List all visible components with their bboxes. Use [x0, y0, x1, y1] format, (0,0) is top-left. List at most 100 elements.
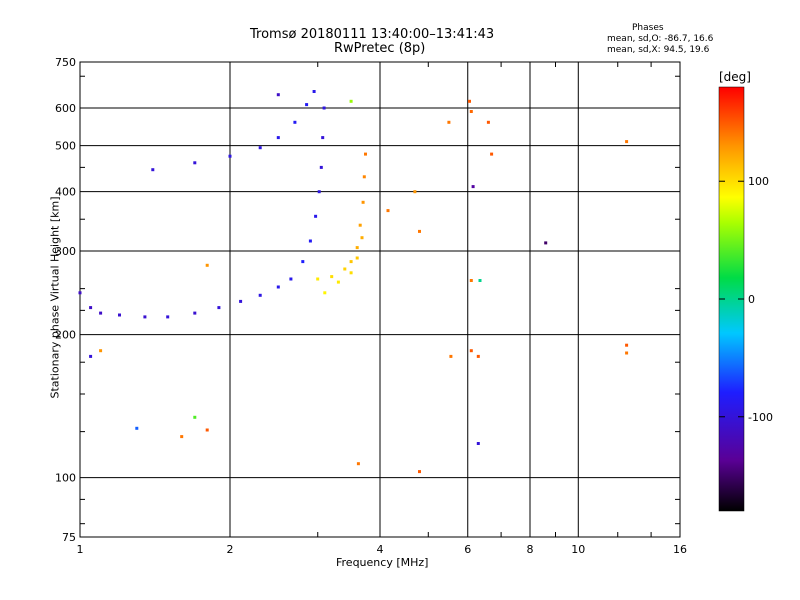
echo-point	[386, 209, 390, 213]
echo-point	[118, 313, 121, 317]
echo-point	[625, 343, 629, 347]
phases-x-stats: mean, sd,X: 94.5, 19.6	[607, 45, 710, 55]
colorbar-tick-label: 0	[748, 293, 755, 306]
echo-point	[478, 279, 482, 282]
y-axis-ticks: 75 100 200 300 400 500 600 750	[55, 56, 680, 544]
echo-point	[89, 306, 93, 310]
x-tick-label: 6	[464, 543, 471, 556]
echo-point	[217, 306, 221, 310]
echo-point	[301, 260, 305, 264]
x-axis-label: Frequency [MHz]	[336, 556, 429, 569]
echo-point	[468, 99, 471, 103]
x-tick-label: 10	[571, 543, 585, 556]
y-tick-label: 600	[55, 102, 76, 115]
echo-point	[349, 99, 353, 103]
echo-point	[276, 285, 280, 289]
echo-point	[193, 311, 197, 315]
echo-points	[78, 90, 629, 474]
echo-point	[471, 185, 475, 189]
echo-point	[312, 90, 316, 93]
colorbar-tick-label: -100	[748, 411, 773, 424]
echo-point	[314, 214, 318, 218]
echo-point	[166, 315, 170, 319]
echo-point	[625, 351, 629, 355]
echo-point	[323, 291, 327, 295]
echo-point	[193, 161, 197, 165]
x-tick-label: 2	[227, 543, 234, 556]
echo-point	[205, 263, 209, 267]
echo-point	[355, 256, 359, 260]
x-tick-label: 4	[377, 543, 384, 556]
colorbar-tick-label: 100	[748, 175, 769, 188]
x-tick-label: 8	[527, 543, 534, 556]
x-tick-label: 1	[77, 543, 84, 556]
y-tick-label: 200	[55, 329, 76, 342]
echo-point	[99, 349, 103, 353]
echo-point	[360, 236, 364, 240]
echo-point	[355, 246, 359, 250]
grid-lines	[80, 62, 680, 537]
echo-point	[330, 275, 334, 279]
phases-header: Phases	[632, 23, 664, 33]
echo-point	[413, 190, 417, 194]
echo-point	[258, 146, 262, 150]
y-tick-label: 100	[55, 472, 76, 485]
chart-title: Tromsø 20180111 13:40:00–13:41:43	[250, 27, 495, 42]
echo-point	[356, 462, 360, 466]
echo-point	[308, 239, 312, 243]
plot-area-frame	[79, 61, 681, 538]
echo-point	[99, 311, 103, 315]
echo-point	[361, 200, 365, 204]
echo-point	[289, 277, 293, 281]
echo-point	[449, 354, 453, 358]
echo-point	[544, 241, 548, 245]
phases-o-stats: mean, sd,O: -86.7, 16.6	[607, 34, 714, 44]
echo-point	[418, 229, 421, 233]
echo-point	[293, 120, 297, 124]
echo-point	[317, 190, 321, 194]
echo-point	[625, 140, 629, 144]
echo-point	[336, 280, 340, 284]
echo-point	[486, 120, 490, 124]
echo-point	[180, 435, 184, 439]
echo-point	[151, 168, 155, 172]
echo-point	[447, 120, 451, 124]
echo-point	[305, 103, 309, 107]
x-tick-label: 16	[673, 543, 687, 556]
echo-point	[476, 354, 480, 358]
echo-point	[349, 260, 353, 264]
echo-point	[490, 152, 494, 156]
echo-point	[418, 470, 421, 474]
echo-point	[239, 299, 243, 303]
y-tick-label: 400	[55, 186, 76, 199]
echo-point	[276, 93, 280, 97]
echo-point	[469, 279, 473, 282]
colorbar-ticks: -100 0 100	[719, 175, 773, 424]
y-tick-label: 500	[55, 140, 76, 153]
echo-point	[89, 354, 93, 358]
echo-point	[276, 136, 280, 140]
echo-point	[319, 165, 323, 169]
chart-subtitle: RwPretec (8p)	[334, 41, 426, 56]
echo-point	[349, 271, 353, 275]
echo-point	[469, 349, 473, 353]
echo-point	[321, 136, 325, 140]
y-tick-label: 300	[55, 245, 76, 258]
echo-point	[362, 175, 366, 179]
echo-point	[205, 428, 209, 432]
y-tick-label: 750	[55, 56, 76, 69]
echo-point	[135, 426, 139, 430]
echo-point	[78, 291, 82, 295]
echo-point	[228, 154, 232, 158]
echo-point	[469, 110, 473, 113]
echo-point	[358, 223, 362, 227]
echo-point	[476, 442, 480, 445]
echo-point	[322, 106, 326, 110]
echo-point	[343, 267, 347, 271]
echo-point	[316, 277, 320, 281]
x-axis-ticks: 1 2 4 6 8 10 16	[77, 62, 687, 556]
echo-point	[258, 293, 262, 297]
colorbar-unit-label: [deg]	[719, 70, 751, 84]
echo-point	[143, 315, 147, 319]
